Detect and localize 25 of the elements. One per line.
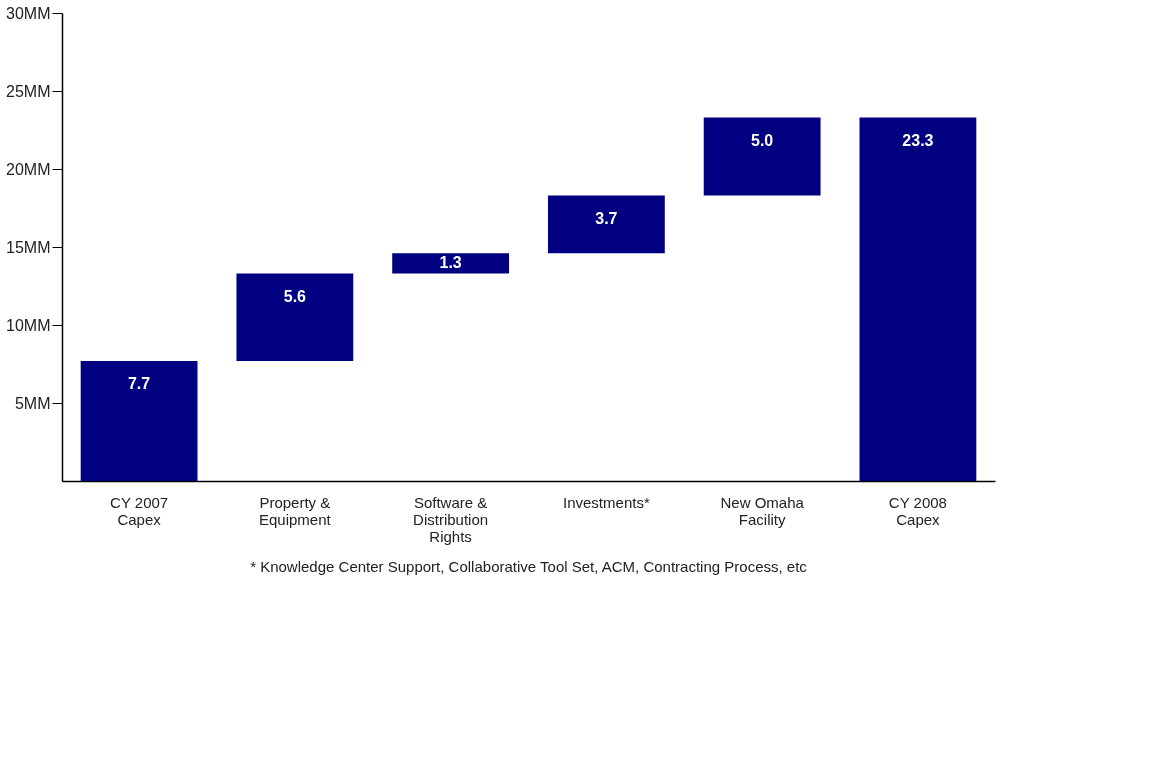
x-tick-label: Property & Equipment — [259, 493, 332, 528]
y-tick-label: 15MM — [6, 238, 51, 256]
bar — [392, 253, 510, 274]
bar — [703, 117, 821, 196]
text: * Knowledge Center Support, Collaborative Tool Set, ACM, Contracting Process, etc — [250, 558, 808, 575]
y-tick-label: 5MM — [14, 394, 51, 412]
data-label: 3.7 — [595, 209, 618, 227]
x-tick-label: Investments* — [563, 493, 650, 511]
x-tick-label: CY 2007 Capex — [110, 493, 169, 528]
bar — [236, 273, 354, 361]
bar — [80, 360, 198, 481]
y-tick-label: 20MM — [6, 160, 51, 178]
bar — [859, 117, 977, 481]
data-label: 5.0 — [751, 131, 774, 149]
y-tick-label: 30MM — [6, 4, 51, 22]
bar — [547, 195, 665, 254]
x-tick-label: New Omaha Facility — [720, 493, 805, 528]
y-tick-label: 25MM — [6, 82, 51, 100]
data-label: 1.3 — [439, 254, 462, 272]
data-label: 23.3 — [902, 131, 934, 149]
x-tick-label: CY 2008 Capex — [888, 493, 947, 528]
data-label: 5.6 — [283, 287, 307, 305]
y-tick-label: 10MM — [6, 316, 51, 334]
x-tick-label: Software & Distribution Rights — [413, 493, 489, 545]
data-label: 7.7 — [127, 375, 151, 393]
